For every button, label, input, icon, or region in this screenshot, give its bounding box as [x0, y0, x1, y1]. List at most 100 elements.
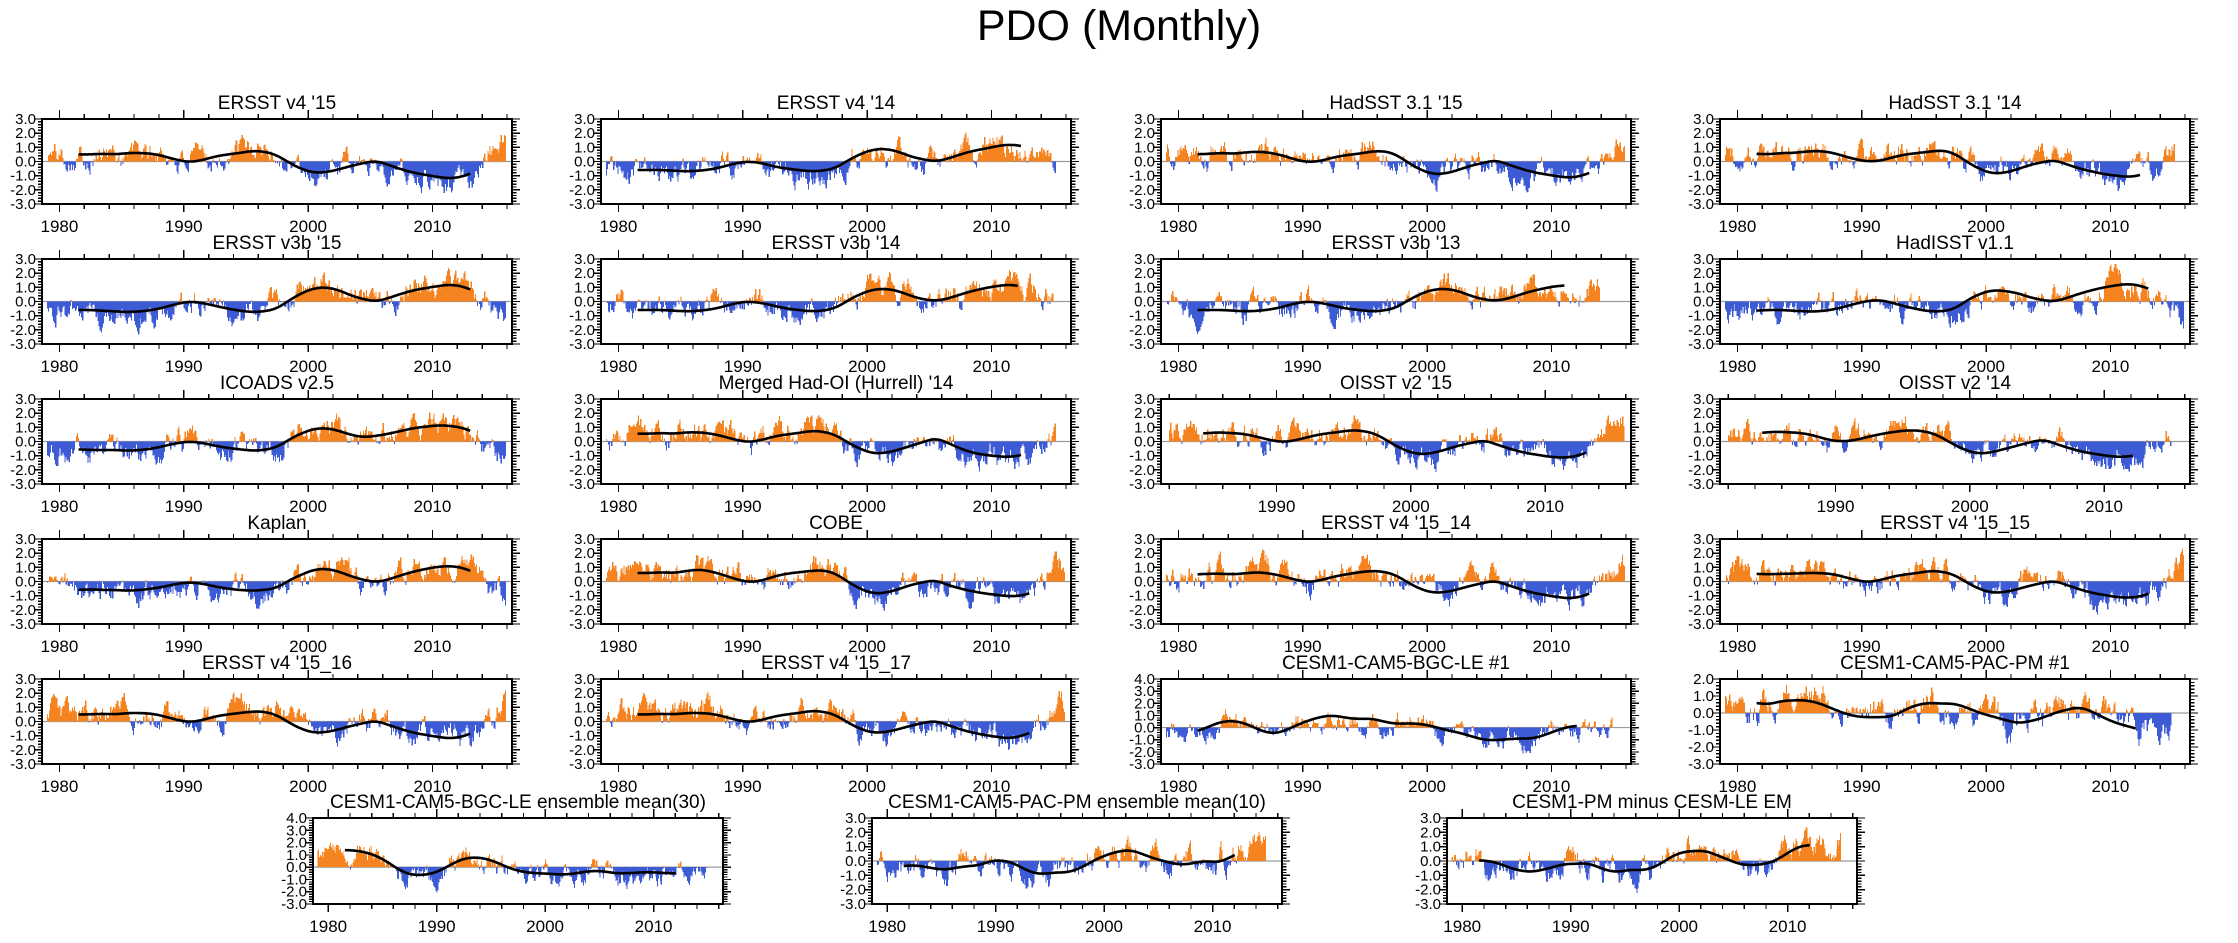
- subplot-title: HadISST v1.1: [1896, 233, 2014, 254]
- x-tick-label: 1980: [1443, 917, 1481, 936]
- y-tick-label: -3.0: [569, 476, 595, 493]
- x-tick-label: 1980: [40, 217, 78, 236]
- y-axis-labels: 2.01.00.0-1.0-2.0-3.0: [1688, 671, 1714, 773]
- smoothed-line: [637, 283, 1019, 313]
- bars-positive: [1171, 709, 1613, 728]
- x-tick-label: 2010: [413, 777, 451, 796]
- y-tick-label: -2.0: [1129, 744, 1155, 761]
- y-tick-label: 3.0: [1134, 391, 1155, 408]
- plot-frame: [1719, 538, 2191, 625]
- smoothed-line: [1203, 429, 1587, 459]
- y-tick-label: -2.0: [569, 182, 595, 199]
- x-axis-labels: 1980 1990 2000 2010: [1443, 917, 1806, 936]
- subplot-title: ERSST v3b '15: [213, 233, 342, 254]
- y-tick-label: 1.0: [15, 419, 36, 436]
- y-tick-label: -1.0: [840, 867, 866, 884]
- y-tick-label: 3.0: [1134, 251, 1155, 268]
- smoothed-line: [78, 149, 471, 180]
- smoothed-line: [637, 568, 1030, 598]
- y-tick-label: 1.0: [1693, 279, 1714, 296]
- y-tick-label: -1.0: [10, 308, 36, 325]
- subplot-title: COBE: [809, 513, 863, 534]
- y-tick-label: -3.0: [569, 196, 595, 213]
- axis-ticks: [1153, 670, 1639, 772]
- subplot-ersst-v4-15-17: ERSST v4 '15_173.02.01.00.0-1.0-2.0-3.01…: [569, 653, 1079, 796]
- plot-frame: [41, 398, 513, 485]
- bars-positive: [1168, 273, 1601, 302]
- y-tick-label: 1.0: [1134, 559, 1155, 576]
- x-tick-label: 2000: [1967, 357, 2005, 376]
- subplot-ersst-v4-15-16: ERSST v4 '15_163.02.01.00.0-1.0-2.0-3.01…: [10, 653, 520, 796]
- y-tick-label: 0.0: [15, 714, 36, 731]
- bars-negative: [1165, 727, 1610, 754]
- plot-frame: [1160, 678, 1632, 765]
- y-tick-label: -1.0: [1688, 168, 1714, 185]
- x-axis-labels: 1980 1990 2000 2010: [40, 497, 451, 516]
- x-tick-label: 1990: [724, 217, 762, 236]
- x-tick-label: 2010: [972, 497, 1010, 516]
- y-tick-label: 1.0: [574, 419, 595, 436]
- y-axis-labels: 3.02.01.00.0-1.0-2.0-3.0: [569, 251, 595, 353]
- y-axis-labels: 3.02.01.00.0-1.0-2.0-3.0: [569, 111, 595, 213]
- y-axis-labels: 4.03.02.01.00.0-1.0-2.0-3.0: [1129, 671, 1155, 773]
- plot-frame: [1160, 118, 1632, 205]
- subplot-hadsst-3-1-14: HadSST 3.1 '143.02.01.00.0-1.0-2.0-3.019…: [1688, 93, 2198, 236]
- x-tick-label: 1990: [724, 637, 762, 656]
- y-tick-label: 0.0: [1134, 154, 1155, 171]
- subplot-title: Kaplan: [247, 513, 306, 534]
- axis-ticks: [1712, 670, 2198, 772]
- y-tick-label: -3.0: [281, 896, 307, 913]
- y-tick-label: -1.0: [1129, 308, 1155, 325]
- y-tick-label: 2.0: [1420, 824, 1441, 841]
- y-tick-label: -2.0: [281, 884, 307, 901]
- bars-negative: [1724, 301, 2185, 329]
- y-tick-label: -1.0: [1129, 732, 1155, 749]
- axis-ticks: [593, 530, 1079, 632]
- x-tick-label: 2000: [1408, 777, 1446, 796]
- y-tick-label: 1.0: [574, 139, 595, 156]
- smoothed-line: [637, 429, 1022, 459]
- y-tick-label: 2.0: [286, 835, 307, 852]
- subplot-title: HadSST 3.1 '14: [1888, 93, 2022, 114]
- y-tick-label: -3.0: [1688, 196, 1714, 213]
- x-tick-label: 2000: [848, 637, 886, 656]
- smoothed-line: [78, 283, 471, 314]
- subplot-ersst-v3b-14: ERSST v3b '14 3.02.01.00.0-1.0-2.0-3.0198…: [569, 233, 1079, 376]
- bars-positive: [1727, 416, 2171, 442]
- y-tick-label: -1.0: [1688, 722, 1714, 739]
- y-tick-label: 2.0: [574, 405, 595, 422]
- plot-frame: [1719, 118, 2191, 205]
- bars-positive: [615, 270, 1054, 302]
- subplot-cesm1-pm-minus-cesm-le-em: CESM1-PM minus CESM-LE EM 3.02.01.00.0-1.…: [1415, 792, 1865, 936]
- axis-ticks: [1439, 809, 1865, 912]
- page-title: PDO (Monthly): [976, 2, 1262, 50]
- subplot-title: ERSST v4 '15_17: [761, 653, 911, 674]
- subplot-merged-had-oi-hurrell-14: Merged Had-OI (Hurrell) '143.02.01.00.0-…: [569, 373, 1079, 516]
- x-axis-labels: 1980 1990 2000 2010: [40, 357, 451, 376]
- x-tick-label: 1990: [1258, 497, 1296, 516]
- y-tick-label: -3.0: [1129, 196, 1155, 213]
- plot-frame: [1160, 398, 1632, 485]
- y-tick-label: 2.0: [845, 824, 866, 841]
- plot-frame: [41, 678, 513, 765]
- smoothed-line: [1197, 149, 1590, 179]
- x-tick-label: 2000: [848, 357, 886, 376]
- x-tick-label: 2000: [289, 777, 327, 796]
- y-tick-label: 3.0: [1134, 531, 1155, 548]
- y-axis-labels: 3.02.01.00.0-1.0-2.0-3.0: [569, 531, 595, 633]
- x-tick-label: 1990: [1817, 497, 1855, 516]
- plot-frame: [871, 817, 1283, 905]
- bars-positive: [605, 414, 1056, 442]
- bars-positive: [605, 551, 1066, 582]
- y-tick-label: -3.0: [1688, 756, 1714, 773]
- y-axis-labels: 3.02.01.00.0-1.0-2.0-3.0: [10, 111, 36, 213]
- axis-ticks: [305, 809, 731, 912]
- x-tick-label: 1980: [1718, 777, 1756, 796]
- x-tick-label: 2010: [1194, 917, 1232, 936]
- y-tick-label: 2.0: [574, 545, 595, 562]
- y-tick-label: 2.0: [15, 265, 36, 282]
- x-tick-label: 2010: [413, 637, 451, 656]
- y-tick-label: 1.0: [574, 699, 595, 716]
- y-tick-label: 3.0: [15, 251, 36, 268]
